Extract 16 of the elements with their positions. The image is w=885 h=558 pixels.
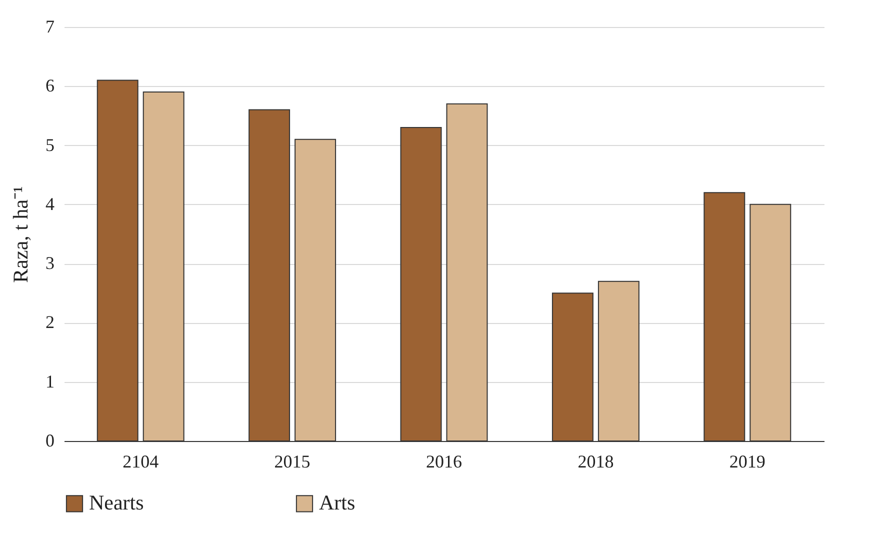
x-tick-label: 2016 — [426, 452, 462, 472]
legend-label: Arts — [319, 490, 356, 515]
legend-label: Nearts — [89, 490, 144, 515]
y-tick-label: 6 — [46, 76, 54, 96]
x-tick-label: 2019 — [729, 452, 766, 472]
y-tick-label: 1 — [46, 371, 54, 392]
y-tick-label: 5 — [46, 134, 54, 155]
y-axis-title: Raza, t ha⁻¹ — [8, 186, 32, 283]
y-tick-label: 7 — [46, 16, 54, 36]
x-tick-label: 2015 — [274, 452, 310, 472]
y-tick-label: 3 — [46, 253, 54, 274]
x-tick-label: 2104 — [122, 452, 159, 472]
y-tick-label: 0 — [46, 430, 54, 450]
y-tick-label: 2 — [46, 312, 54, 332]
y-tick-label: 4 — [46, 194, 54, 214]
x-tick-label: 2018 — [578, 452, 614, 472]
